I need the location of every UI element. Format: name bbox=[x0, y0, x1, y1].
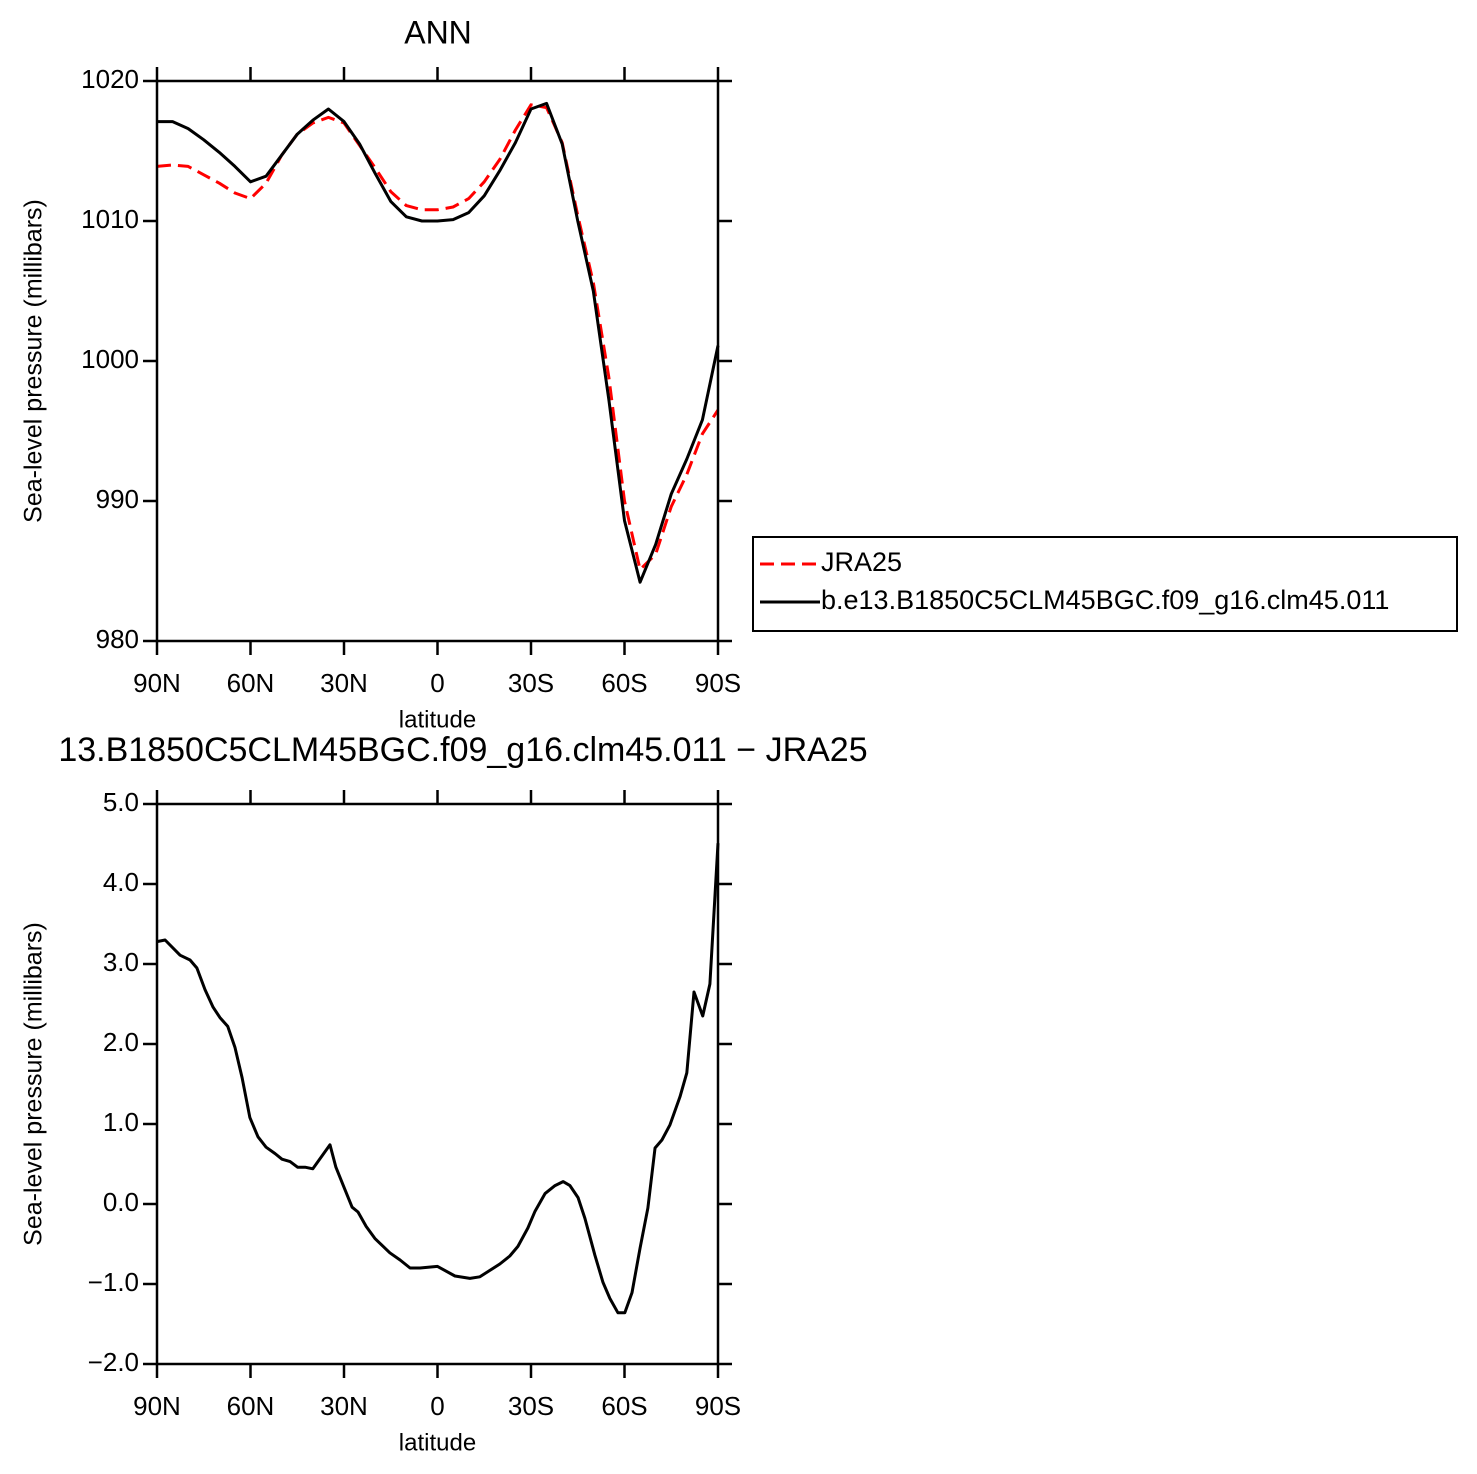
x-tick-label: 90S bbox=[695, 668, 741, 698]
x-tick-label: 90N bbox=[133, 668, 181, 698]
y-tick-label: 1.0 bbox=[103, 1107, 139, 1137]
x-tick-label: 90N bbox=[133, 1391, 181, 1421]
x-tick-label: 30S bbox=[508, 668, 554, 698]
x-tick-label: 30N bbox=[320, 668, 368, 698]
y-tick-label: 1000 bbox=[81, 344, 139, 374]
chart-title: 13.B1850C5CLM45BGC.f09_g16.clm45.011 − J… bbox=[58, 731, 867, 769]
y-tick-label: 980 bbox=[96, 624, 139, 654]
legend-label: b.e13.B1850C5CLM45BGC.f09_g16.clm45.011 bbox=[821, 585, 1389, 615]
y-tick-label: 4.0 bbox=[103, 867, 139, 897]
y-tick-label: 5.0 bbox=[103, 787, 139, 817]
x-tick-label: 60S bbox=[601, 668, 647, 698]
legend-box bbox=[752, 536, 1458, 632]
y-tick-label: 1010 bbox=[81, 204, 139, 234]
y-tick-label: −2.0 bbox=[88, 1347, 139, 1377]
x-tick-label: 60S bbox=[601, 1391, 647, 1421]
legend-label: JRA25 bbox=[821, 547, 902, 577]
x-axis-label: latitude bbox=[399, 706, 476, 733]
data-line bbox=[156, 843, 720, 1315]
y-axis-label: Sea-level pressure (millibars) bbox=[20, 922, 48, 1246]
data-line bbox=[157, 101, 720, 584]
plot-frame bbox=[155, 79, 720, 643]
y-tick-label: 990 bbox=[96, 484, 139, 514]
x-tick-label: 30S bbox=[508, 1391, 554, 1421]
y-axis-label: Sea-level pressure (millibars) bbox=[20, 199, 48, 523]
chart-title: ANN bbox=[404, 14, 472, 50]
x-tick-label: 90S bbox=[695, 1391, 741, 1421]
y-tick-label: 2.0 bbox=[103, 1027, 139, 1057]
y-tick-label: 3.0 bbox=[103, 947, 139, 977]
plot-frame bbox=[155, 802, 720, 1366]
y-tick-label: 1020 bbox=[81, 64, 139, 94]
x-tick-label: 60N bbox=[227, 668, 275, 698]
y-tick-label: −1.0 bbox=[88, 1267, 139, 1297]
y-tick-label: 0.0 bbox=[103, 1187, 139, 1217]
x-tick-label: 0 bbox=[430, 1391, 444, 1421]
x-tick-label: 60N bbox=[227, 1391, 275, 1421]
x-tick-label: 0 bbox=[430, 668, 444, 698]
x-tick-label: 30N bbox=[320, 1391, 368, 1421]
data-line bbox=[156, 103, 720, 572]
x-axis-label: latitude bbox=[399, 1429, 476, 1456]
